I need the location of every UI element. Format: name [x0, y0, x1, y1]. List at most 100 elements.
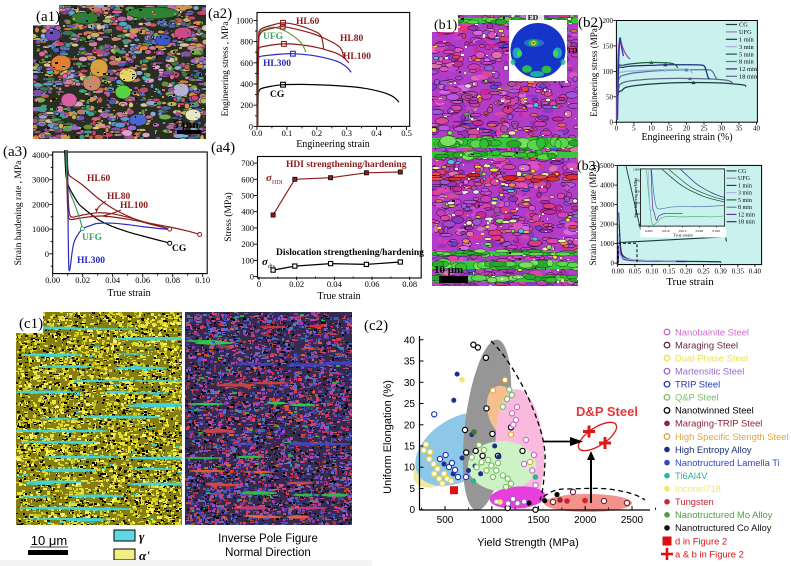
svg-text:400: 400 [241, 207, 254, 217]
svg-text:0.1: 0.1 [282, 128, 293, 138]
svg-text:20: 20 [683, 125, 691, 133]
svg-text:0.25: 0.25 [697, 268, 710, 276]
svg-text:(a4): (a4) [211, 140, 235, 156]
svg-text:Tungsten: Tungsten [675, 496, 714, 507]
svg-text:Maraging-TRIP Steel: Maraging-TRIP Steel [675, 418, 762, 429]
svg-text:12 min: 12 min [739, 66, 758, 73]
svg-text:Engineering stress , MPa: Engineering stress , MPa [221, 21, 231, 117]
svg-text:TD: TD [567, 46, 578, 55]
svg-text:Inconel718: Inconel718 [675, 483, 721, 494]
svg-text:25: 25 [700, 125, 708, 133]
svg-text:0.5: 0.5 [401, 128, 412, 138]
svg-text:10 μm: 10 μm [31, 533, 67, 548]
svg-text:σ: σ [266, 172, 273, 184]
svg-text:3 min: 3 min [739, 44, 755, 51]
svg-text:40: 40 [404, 335, 416, 346]
svg-text:(c1): (c1) [19, 316, 43, 332]
svg-text:0.10: 0.10 [195, 275, 210, 285]
svg-text:Maraging Steel: Maraging Steel [675, 339, 738, 350]
svg-text:600: 600 [241, 174, 254, 184]
svg-text:1000: 1000 [236, 15, 253, 25]
svg-text:0.08: 0.08 [165, 275, 180, 285]
svg-text:0.06: 0.06 [135, 275, 150, 285]
svg-text:HL60: HL60 [87, 174, 110, 184]
svg-text:0.020: 0.020 [696, 229, 704, 233]
svg-text:600: 600 [240, 58, 253, 68]
svg-text:200: 200 [241, 239, 254, 249]
svg-text:0.00: 0.00 [612, 268, 625, 276]
svg-text:γ: γ [139, 529, 145, 544]
svg-text:Normal Direction: Normal Direction [225, 547, 311, 559]
svg-text:0.05: 0.05 [629, 268, 642, 276]
svg-text:Dislocation strengthening/hard: Dislocation strengthening/hardening [276, 248, 424, 258]
svg-text:True strain: True strain [666, 276, 714, 288]
svg-text:0.005: 0.005 [645, 229, 653, 233]
svg-text:UFG: UFG [263, 32, 284, 42]
svg-text:4000: 4000 [600, 182, 615, 190]
svg-text:Martensitic Steel: Martensitic Steel [675, 365, 744, 376]
svg-text:0.15: 0.15 [663, 268, 676, 276]
svg-text:0: 0 [257, 279, 261, 289]
svg-text:0.0: 0.0 [252, 128, 263, 138]
svg-text:200: 200 [603, 17, 614, 25]
svg-text:400: 400 [240, 79, 253, 89]
svg-text:D&P Steel: D&P Steel [576, 404, 638, 419]
svg-text:35: 35 [736, 125, 744, 133]
svg-text:0.2: 0.2 [311, 128, 322, 138]
svg-text:1000: 1000 [481, 515, 504, 526]
svg-text:0: 0 [611, 260, 615, 268]
svg-text:Strain hardening rate(MPa): Strain hardening rate(MPa) [634, 178, 638, 218]
svg-text:0.40: 0.40 [749, 268, 762, 276]
svg-text:0.02: 0.02 [289, 279, 304, 289]
svg-text:d in Figure 2: d in Figure 2 [675, 535, 727, 546]
svg-text:TRIP Steel: TRIP Steel [675, 379, 720, 390]
svg-text:150: 150 [603, 42, 614, 50]
svg-text:0.20: 0.20 [680, 268, 693, 276]
svg-text:15: 15 [665, 125, 673, 133]
svg-text:CG: CG [738, 169, 747, 175]
svg-text:Nanotwinned Steel: Nanotwinned Steel [675, 405, 754, 416]
svg-text:(a3): (a3) [3, 144, 27, 160]
svg-text:3000: 3000 [32, 175, 49, 185]
svg-text:High Specific Stength Steel: High Specific Stength Steel [675, 431, 789, 442]
svg-text:Nanotructured Lamella Ti: Nanotructured Lamella Ti [675, 457, 780, 468]
svg-text:CG: CG [172, 244, 187, 254]
svg-text:Engineering strain (%): Engineering strain (%) [641, 132, 732, 143]
svg-text:8 min: 8 min [739, 59, 755, 66]
svg-text:600: 600 [635, 190, 640, 194]
svg-text:1 min: 1 min [738, 183, 752, 189]
svg-text:HL300: HL300 [263, 59, 291, 69]
svg-text:Uniform Elongation (%): Uniform Elongation (%) [382, 380, 394, 494]
svg-text:Yield Strength (MPa): Yield Strength (MPa) [477, 537, 579, 549]
svg-text:(b1): (b1) [434, 18, 458, 33]
svg-text:Engineering strain: Engineering strain [296, 139, 370, 150]
svg-text:True strain: True strain [673, 233, 693, 238]
svg-text:1000: 1000 [32, 224, 49, 234]
svg-text:0.015: 0.015 [679, 229, 687, 233]
svg-text:2000: 2000 [574, 515, 597, 526]
svg-text:5 μm: 5 μm [173, 117, 199, 131]
svg-text:20: 20 [404, 420, 416, 431]
svg-text:500: 500 [241, 191, 254, 201]
svg-text:0.025: 0.025 [712, 229, 720, 233]
svg-text:HL100: HL100 [120, 201, 148, 211]
svg-text:0.010: 0.010 [662, 229, 670, 233]
svg-text:300: 300 [241, 223, 254, 233]
svg-text:5 min: 5 min [738, 198, 752, 204]
svg-text:HL60: HL60 [296, 17, 319, 27]
svg-text:CG: CG [739, 22, 748, 29]
svg-text:(b3): (b3) [577, 159, 601, 174]
svg-text:(a2): (a2) [208, 6, 232, 22]
svg-text:UFG: UFG [738, 176, 751, 182]
svg-text:Strain hardening rate , MPa: Strain hardening rate , MPa [14, 160, 24, 266]
svg-text:0.30: 0.30 [714, 268, 727, 276]
svg-text:HL100: HL100 [343, 52, 371, 62]
svg-text:UFG: UFG [739, 29, 752, 36]
svg-text:a & b in Figure 2: a & b in Figure 2 [675, 548, 744, 559]
svg-text:1500: 1500 [527, 515, 550, 526]
svg-text:(c2): (c2) [364, 318, 388, 334]
svg-text:UFG: UFG [82, 233, 103, 243]
svg-text:1 min: 1 min [739, 37, 755, 44]
svg-text:12 min: 12 min [738, 212, 755, 218]
svg-text:200: 200 [635, 212, 640, 216]
